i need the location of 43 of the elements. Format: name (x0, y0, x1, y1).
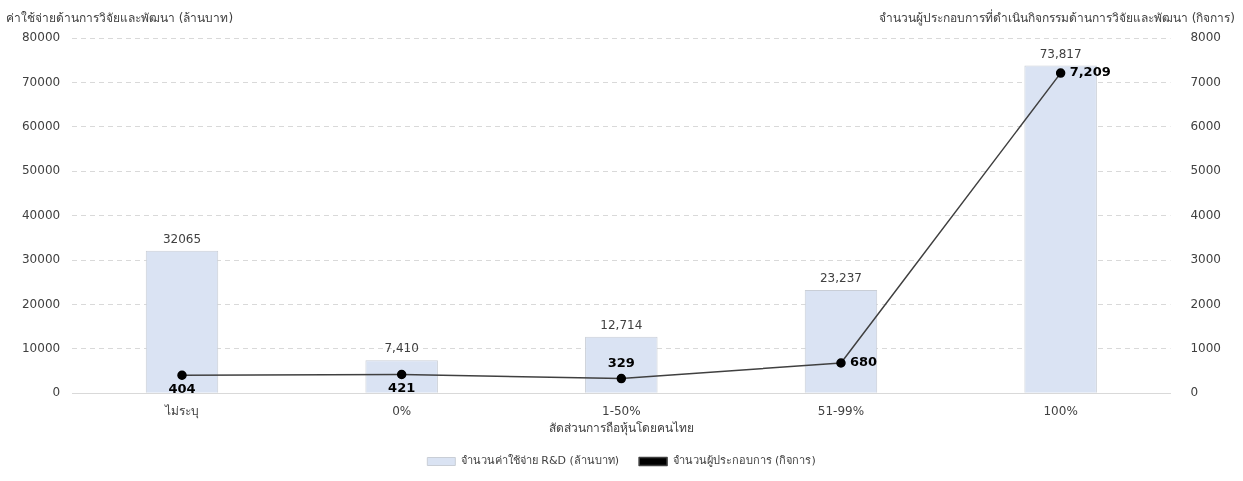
x-tick-label: 51-99% (817, 403, 865, 418)
data-label: 7,410 (384, 341, 419, 356)
point (836, 358, 846, 368)
y2-tick-label: 4000 (1190, 207, 1222, 222)
data-label: 404 (168, 381, 196, 397)
point (1055, 68, 1066, 78)
legend-label: จำนวนค่าใช้จ่าย R&D (ล้านบาท) (460, 454, 620, 468)
legend-label: จำนวนผู้ประกอบการ (กิจการ) (672, 454, 816, 468)
y-tick-label: 20000 (21, 296, 61, 311)
x-axis-title: สัดส่วนการถือหุ้นโดยคนไทย (548, 420, 694, 436)
y2-tick-label: 5000 (1190, 163, 1222, 178)
y-tick-label: 30000 (21, 252, 61, 267)
data-label: 23,237 (819, 271, 862, 286)
y-tick-label: 40000 (21, 207, 61, 222)
y2-tick-label: 3000 (1190, 252, 1222, 267)
y-tick-label: 70000 (21, 74, 61, 89)
y2-tick-label: 6000 (1190, 118, 1222, 133)
data-label: 7,209 (1069, 64, 1111, 80)
data-label: 680 (849, 354, 878, 370)
y-tick-label: 50000 (21, 163, 61, 178)
point (177, 370, 187, 381)
x-tick-label: ไม่ระบุ (164, 403, 199, 419)
data-label: 12,714 (600, 317, 643, 332)
x-tick-label: 0% (392, 403, 412, 418)
y2-tick-label: 7000 (1190, 74, 1222, 89)
y2-tick-label: 0 (1190, 385, 1199, 400)
data-label: 329 (607, 355, 635, 371)
y-tick-label: 80000 (21, 30, 61, 45)
y-tick-label: 0 (52, 385, 61, 400)
y-axis-title: ค่าใช้จ่ายด้านการวิจัยและพัฒนา (ล้านบาท) (6, 10, 234, 27)
x-tick-label: 1-50% (602, 403, 641, 418)
y-tick-label: 10000 (21, 340, 61, 355)
point (396, 369, 407, 380)
y2-tick-label: 1000 (1190, 340, 1222, 355)
y-tick-label: 60000 (21, 118, 61, 133)
y2-tick-label: 8000 (1190, 30, 1222, 45)
data-label: 421 (388, 380, 416, 396)
data-label: 73,817 (1039, 46, 1082, 61)
y2-tick-label: 2000 (1190, 296, 1222, 311)
data-label: 32065 (162, 231, 202, 246)
y2-axis-title: จำนวนผู้ประกอบการที่ดำเนินกิจกรรมด้านการวิจัยและพัฒนา (กิจการ) (878, 8, 1235, 27)
point (616, 373, 627, 384)
x-tick-label: 100% (1043, 403, 1078, 418)
